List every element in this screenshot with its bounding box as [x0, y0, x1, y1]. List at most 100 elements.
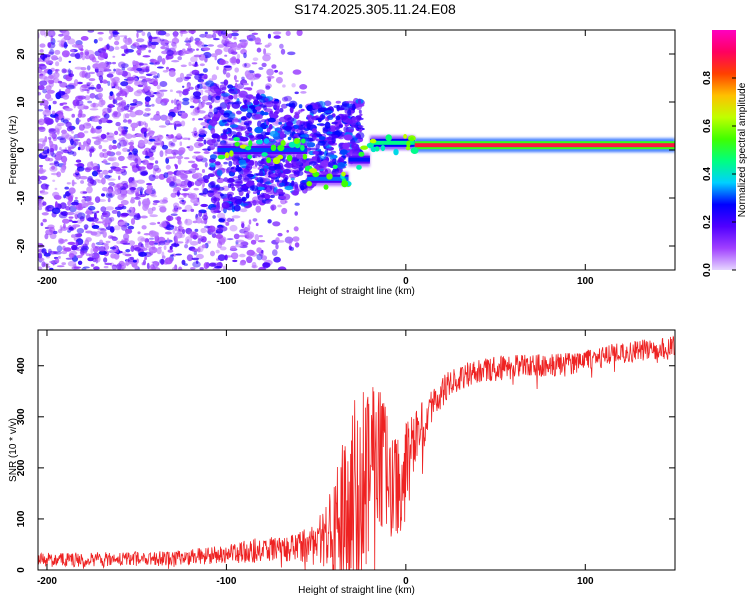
spectrogram-noise-blob	[107, 178, 116, 181]
spectrogram-noise-blob	[243, 52, 247, 59]
spectrogram-noise-blob	[337, 162, 346, 169]
spectrogram-noise-blob	[169, 181, 175, 187]
spectrogram-noise-blob	[182, 85, 185, 89]
spectrogram-noise-blob	[100, 206, 107, 213]
spectrogram-noise-blob	[190, 208, 195, 212]
spectrogram-knot	[341, 171, 346, 177]
spectrogram-noise-blob	[59, 202, 67, 210]
spectrogram-noise-blob	[76, 166, 85, 172]
spectrogram-noise-blob	[220, 193, 224, 197]
spectrogram-noise-blob	[268, 138, 275, 142]
spectrogram-noise-blob	[68, 216, 74, 219]
spectrogram-noise-blob	[55, 61, 60, 67]
spectrogram-noise-blob	[199, 267, 204, 270]
spectrogram-noise-blob	[166, 171, 174, 175]
spectrogram-knot	[358, 151, 365, 157]
spectrogram-noise-blob	[265, 190, 275, 195]
spectrogram-noise-blob	[246, 87, 253, 91]
spectrogram-noise-blob	[98, 246, 106, 252]
spectrogram-noise-blob	[61, 250, 68, 255]
spectrogram-noise-blob	[192, 91, 202, 97]
spectrogram-noise-blob	[145, 188, 153, 194]
spectrogram-noise-blob	[200, 122, 209, 126]
spectrogram-noise-blob	[209, 104, 213, 109]
spectrogram-noise-blob	[251, 32, 259, 35]
spectrogram-knot	[234, 141, 240, 147]
spectrogram-noise-blob	[140, 215, 148, 219]
spectrogram-noise-blob	[51, 207, 61, 215]
spectrogram-noise-blob	[111, 162, 120, 168]
spectrogram-noise-blob	[251, 62, 258, 65]
spectrogram-noise-blob	[61, 155, 68, 163]
spectrogram-noise-blob	[153, 164, 160, 172]
spectrogram-noise-blob	[39, 43, 46, 48]
spectrogram-noise-blob	[117, 194, 125, 201]
spectrogram-noise-blob	[68, 253, 75, 258]
spectrogram-noise-blob	[58, 56, 63, 62]
spectrogram-noise-blob	[241, 196, 247, 202]
spectrogram-noise-blob	[146, 151, 154, 158]
spectrogram-noise-blob	[42, 140, 46, 147]
spectrogram-noise-blob	[71, 244, 78, 251]
spectrogram-noise-blob	[91, 242, 96, 249]
spectrogram-noise-blob	[38, 109, 44, 112]
spectrogram-noise-blob	[212, 32, 217, 39]
spectrogram-noise-blob	[45, 265, 51, 268]
spectrogram-noise-blob	[160, 114, 168, 121]
spectrogram-noise-blob	[88, 86, 96, 90]
spectrogram-noise-blob	[147, 245, 152, 249]
spectrogram-noise-blob	[135, 192, 139, 199]
spectrogram-noise-blob	[85, 210, 94, 215]
spectrogram-noise-blob	[264, 101, 274, 108]
spectrogram-noise-blob	[137, 231, 141, 235]
spectrogram-noise-blob	[241, 222, 245, 229]
spectrogram-noise-blob	[291, 180, 295, 186]
spectrogram-noise-blob	[133, 214, 141, 221]
spectrogram-noise-blob	[120, 212, 130, 217]
spectrogram-y-tick-label: 0	[16, 147, 27, 153]
spectrogram-noise-blob	[136, 31, 139, 39]
spectrogram-noise-blob	[242, 188, 249, 192]
spectrogram-noise-blob	[104, 222, 108, 228]
spectrogram-noise-blob	[244, 63, 247, 67]
spectrogram-noise-blob	[94, 196, 101, 204]
spectrogram-noise-blob	[211, 138, 217, 144]
snr-frame	[37, 329, 676, 571]
spectrogram-noise-blob	[71, 113, 75, 118]
spectrogram-noise-blob	[240, 125, 248, 130]
spectrogram-noise-blob	[196, 253, 204, 260]
spectrogram-noise-blob	[341, 115, 347, 121]
spectrogram-noise-blob	[146, 197, 150, 202]
spectrogram-noise-blob	[118, 133, 122, 136]
spectrogram-noise-blob	[183, 157, 190, 160]
spectrogram-noise-blob	[185, 38, 189, 42]
spectrogram-noise-blob	[216, 139, 221, 142]
spectrogram-noise-blob	[145, 66, 150, 73]
spectrogram-noise-blob	[54, 68, 60, 72]
spectrogram-noise-blob	[38, 175, 41, 181]
spectrogram-noise-blob	[178, 197, 185, 200]
spectrogram-noise-blob	[126, 189, 135, 195]
spectrogram-noise-blob	[220, 92, 230, 97]
spectrogram-noise-blob	[113, 68, 116, 72]
spectrogram-noise-blob	[210, 196, 217, 204]
spectrogram-noise-blob	[286, 229, 290, 233]
spectrogram-noise-blob	[136, 49, 142, 55]
spectrogram-noise-blob	[174, 226, 178, 232]
spectrogram-noise-blob	[204, 161, 208, 168]
spectrogram-noise-blob	[83, 224, 89, 229]
spectrogram-noise-blob	[202, 214, 209, 221]
spectrogram-noise-blob	[242, 104, 248, 109]
spectrogram-noise-blob	[182, 97, 190, 102]
spectrogram-noise-blob	[165, 148, 174, 155]
spectrogram-noise-blob	[261, 255, 268, 261]
spectrogram-noise-blob	[224, 254, 228, 261]
spectrogram-noise-blob	[89, 108, 99, 111]
spectrogram-noise-blob	[122, 129, 128, 135]
spectrogram-noise-blob	[230, 166, 235, 170]
spectrogram-noise-blob	[210, 127, 216, 135]
spectrogram-noise-blob	[329, 126, 336, 131]
spectrogram-noise-blob	[78, 119, 82, 123]
spectrogram-noise-blob	[151, 206, 156, 211]
spectrogram-noise-blob	[264, 167, 268, 174]
